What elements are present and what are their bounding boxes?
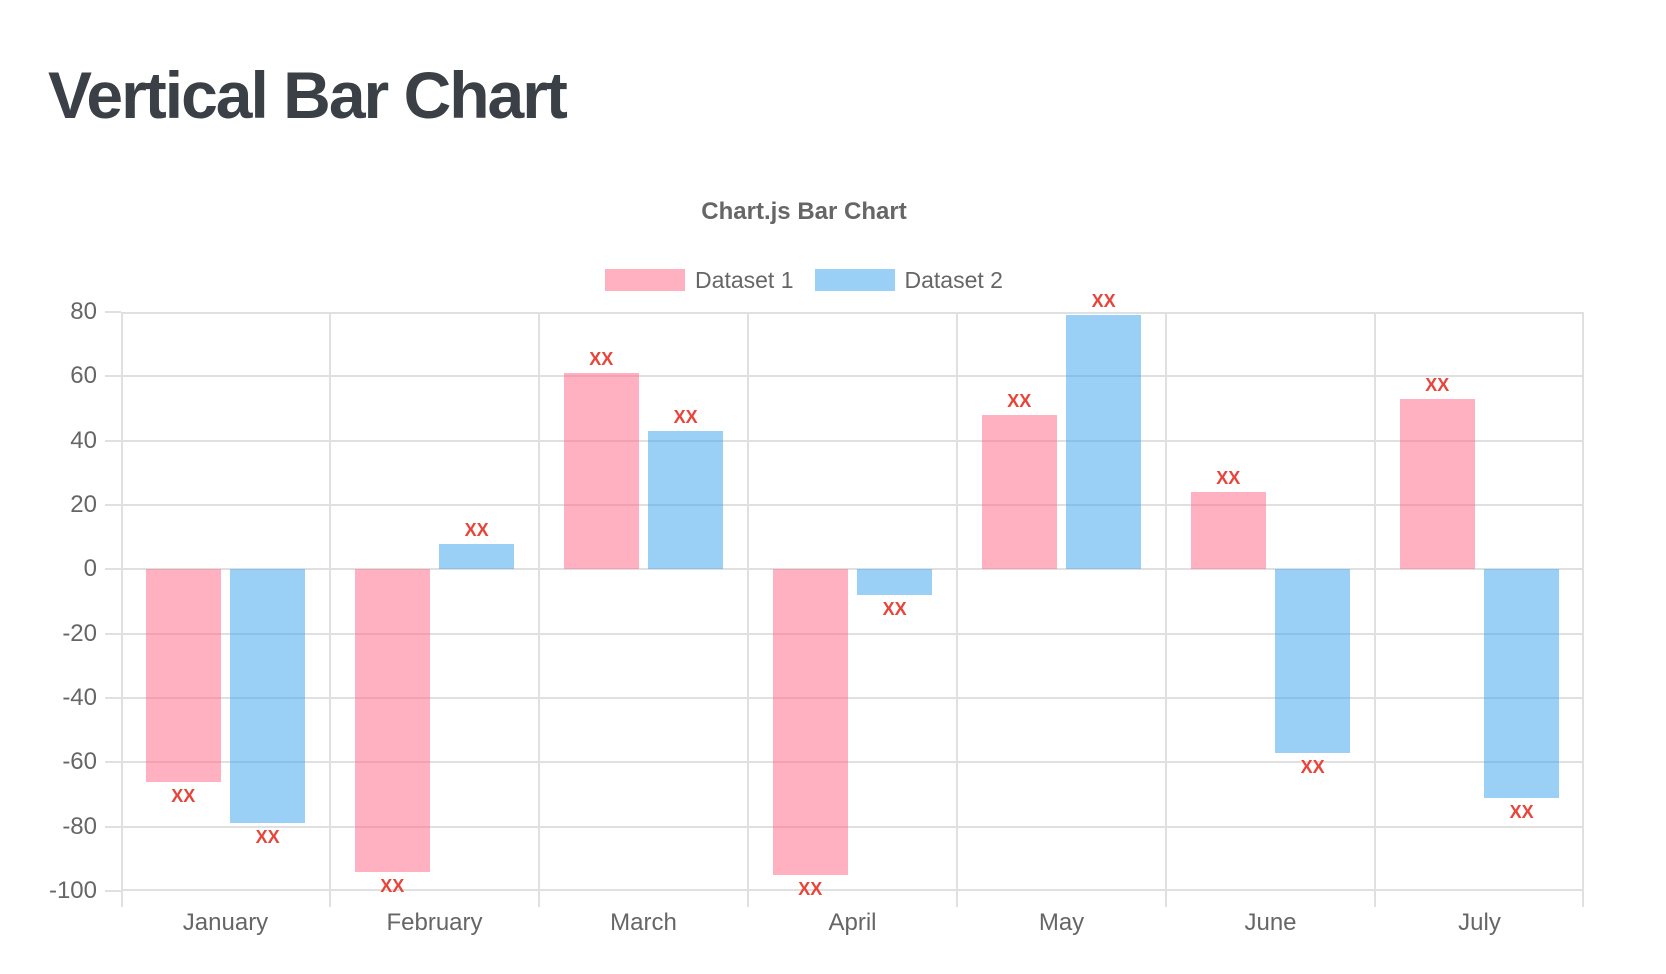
y-tick-label: 40 xyxy=(70,426,97,454)
bar-dataset-1-february[interactable] xyxy=(354,569,430,872)
x-axis-tick-mark xyxy=(1374,891,1376,907)
y-tick-label: 0 xyxy=(83,555,97,583)
gridline-vertical xyxy=(747,312,749,891)
gridline-horizontal xyxy=(121,439,1584,442)
gridline-horizontal xyxy=(121,504,1584,506)
legend-item-dataset-1[interactable]: Dataset 1 xyxy=(605,266,794,294)
x-axis-tick-mark xyxy=(747,891,749,907)
y-axis-tick-mark xyxy=(105,890,121,892)
gridline-horizontal xyxy=(121,889,1584,891)
y-tick-label: -20 xyxy=(62,619,97,647)
bar-dataset-2-february[interactable] xyxy=(439,543,515,570)
x-tick-label: April xyxy=(828,909,877,936)
x-axis-tick-mark xyxy=(956,891,958,907)
y-tick-label: -100 xyxy=(48,877,97,904)
gridline-vertical xyxy=(121,312,123,891)
y-axis-tick-mark xyxy=(105,632,121,635)
bar-value-label: XX xyxy=(255,827,280,848)
x-tick-label: March xyxy=(610,909,677,936)
y-tick-label: -80 xyxy=(62,812,97,840)
gridline-vertical xyxy=(1374,312,1376,891)
gridline-horizontal xyxy=(121,375,1584,378)
gridline-vertical xyxy=(1165,312,1167,891)
x-tick-label: May xyxy=(1038,909,1085,936)
bar-dataset-2-july[interactable] xyxy=(1484,569,1560,798)
y-tick-label: 60 xyxy=(70,362,97,390)
bar-dataset-2-january[interactable] xyxy=(230,569,306,824)
bar-value-label: XX xyxy=(464,519,489,540)
gridline-horizontal xyxy=(121,568,1584,571)
y-tick-label: 80 xyxy=(70,298,97,325)
y-tick-label: -60 xyxy=(62,748,97,776)
gridline-horizontal xyxy=(121,761,1584,764)
legend-label: Dataset 2 xyxy=(904,267,1003,293)
y-axis-tick-mark xyxy=(105,761,121,764)
x-axis-tick-mark xyxy=(329,891,331,907)
bar-dataset-2-june[interactable] xyxy=(1275,569,1351,753)
bar-value-label: XX xyxy=(171,785,196,806)
legend-item-dataset-2[interactable]: Dataset 2 xyxy=(814,266,1003,294)
bar-value-label: XX xyxy=(589,349,614,370)
x-tick-label: February xyxy=(386,909,483,936)
bar-value-label: XX xyxy=(1509,801,1534,822)
x-tick-label: January xyxy=(182,909,269,936)
legend-swatch xyxy=(605,269,686,291)
bar-value-label: XX xyxy=(1216,468,1241,489)
bar-value-label: XX xyxy=(1425,374,1450,395)
x-tick-label: June xyxy=(1244,909,1297,936)
legend-swatch xyxy=(814,269,895,291)
gridline-horizontal xyxy=(121,697,1584,699)
bar-value-label: XX xyxy=(882,599,907,620)
bar-dataset-2-april[interactable] xyxy=(857,569,933,596)
y-axis-tick-mark xyxy=(105,825,121,828)
bar-dataset-1-january[interactable] xyxy=(145,569,221,782)
bar-value-label: XX xyxy=(1091,291,1116,312)
bar-value-label: XX xyxy=(1300,756,1325,777)
bar-dataset-1-june[interactable] xyxy=(1190,492,1266,570)
chart-title: Chart.js Bar Chart xyxy=(701,198,907,225)
bar-value-label: XX xyxy=(798,878,823,899)
y-axis-tick-mark xyxy=(105,504,121,506)
bar-dataset-1-may[interactable] xyxy=(981,414,1057,570)
y-axis-tick-mark xyxy=(105,311,121,313)
y-tick-label: -40 xyxy=(62,684,97,711)
x-axis-tick-mark xyxy=(538,891,540,907)
gridline-vertical xyxy=(1582,312,1584,891)
x-axis-tick-mark xyxy=(1582,891,1584,907)
bar-dataset-1-july[interactable] xyxy=(1399,398,1475,570)
bar-dataset-1-march[interactable] xyxy=(563,373,639,570)
gridline-vertical xyxy=(329,312,331,891)
bar-value-label: XX xyxy=(1007,390,1032,411)
gridline-vertical xyxy=(538,312,540,891)
bar-value-label: XX xyxy=(673,407,698,428)
gridline-horizontal xyxy=(121,312,1584,314)
y-axis-tick-mark xyxy=(105,375,121,378)
x-axis-tick-mark xyxy=(1165,891,1167,907)
y-tick-label: 20 xyxy=(70,491,97,518)
plot-area: XX XX XX XX XX XX XX XX XX XX XX XX XX XX xyxy=(121,291,1584,899)
legend-label: Dataset 1 xyxy=(695,267,794,293)
page-title: Vertical Bar Chart xyxy=(48,58,568,132)
y-axis-tick-mark xyxy=(105,439,121,442)
bar-dataset-2-may[interactable] xyxy=(1066,315,1142,570)
gridline-horizontal xyxy=(121,632,1584,635)
y-axis-tick-mark xyxy=(105,697,121,699)
x-axis-tick-mark xyxy=(121,891,123,907)
gridline-vertical xyxy=(956,312,958,891)
x-tick-label: July xyxy=(1458,909,1501,936)
y-axis-tick-mark xyxy=(105,568,121,571)
bar-dataset-1-april[interactable] xyxy=(772,569,848,875)
bar-value-label: XX xyxy=(380,875,405,896)
bar-chart-canvas[interactable]: Chart.js Bar Chart Dataset 1 Dataset 2 XX… xyxy=(24,0,1584,960)
chart-legend: Dataset 1 Dataset 2 xyxy=(24,266,1584,294)
bar-dataset-2-march[interactable] xyxy=(648,431,724,570)
gridline-horizontal xyxy=(121,825,1584,828)
